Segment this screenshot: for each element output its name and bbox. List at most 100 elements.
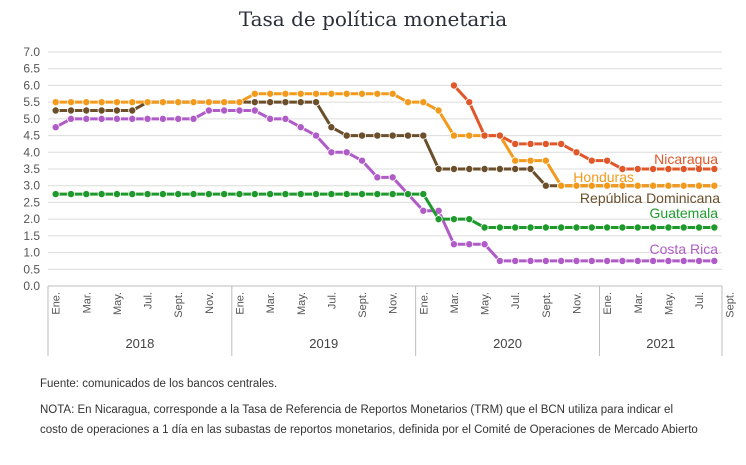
data-point-costa-rica <box>587 256 596 265</box>
data-point-guatemala <box>266 190 275 199</box>
data-point-costa-rica <box>603 256 612 265</box>
data-point-costa-rica <box>419 206 428 215</box>
data-point-guatemala <box>449 215 458 224</box>
series-group <box>51 81 719 265</box>
data-point-guatemala <box>587 223 596 232</box>
data-point-nicaragua <box>541 139 550 148</box>
x-tick-label: Ene. <box>51 292 63 315</box>
data-point-republica-dominicana <box>541 181 550 190</box>
x-tick-label: Mar. <box>265 292 277 313</box>
y-tick-label: 4.0 <box>23 145 40 159</box>
data-point-republica-dominicana <box>465 164 474 173</box>
x-tick-label: Jul. <box>694 292 706 309</box>
x-tick-label: Ene. <box>602 292 614 315</box>
data-point-honduras <box>358 89 367 98</box>
data-point-costa-rica <box>143 114 152 123</box>
y-tick-label: 0.0 <box>23 279 40 293</box>
data-point-guatemala <box>327 190 336 199</box>
data-point-nicaragua <box>449 81 458 90</box>
data-point-republica-dominicana <box>526 164 535 173</box>
data-point-republica-dominicana <box>327 123 336 132</box>
data-point-honduras <box>312 89 321 98</box>
x-tick-label: Mar. <box>81 292 93 313</box>
x-tick-label: Ene. <box>234 292 246 315</box>
data-point-nicaragua <box>495 131 504 140</box>
data-point-republica-dominicana <box>312 98 321 107</box>
data-point-nicaragua <box>557 139 566 148</box>
year-label: 2021 <box>646 336 675 351</box>
data-point-guatemala <box>158 190 167 199</box>
data-point-costa-rica <box>51 123 60 132</box>
data-point-guatemala <box>174 190 183 199</box>
data-point-republica-dominicana <box>128 106 137 115</box>
x-tick-label: Sept. <box>173 292 185 318</box>
year-label: 2019 <box>309 336 338 351</box>
data-point-costa-rica <box>358 156 367 165</box>
year-label: 2020 <box>493 336 522 351</box>
data-point-guatemala <box>603 223 612 232</box>
data-point-guatemala <box>373 190 382 199</box>
data-point-nicaragua <box>480 131 489 140</box>
data-point-republica-dominicana <box>266 98 275 107</box>
data-point-guatemala <box>128 190 137 199</box>
data-point-costa-rica <box>82 114 91 123</box>
data-point-guatemala <box>143 190 152 199</box>
data-point-costa-rica <box>633 256 642 265</box>
data-point-costa-rica <box>112 114 121 123</box>
data-point-costa-rica <box>695 256 704 265</box>
data-point-guatemala <box>82 190 91 199</box>
data-point-honduras <box>434 106 443 115</box>
data-point-republica-dominicana <box>82 106 91 115</box>
y-tick-label: 1.0 <box>23 246 40 260</box>
data-point-costa-rica <box>266 114 275 123</box>
data-point-guatemala <box>312 190 321 199</box>
data-point-honduras <box>649 181 658 190</box>
data-point-guatemala <box>557 223 566 232</box>
data-point-guatemala <box>220 190 229 199</box>
data-point-costa-rica <box>572 256 581 265</box>
data-point-guatemala <box>189 190 198 199</box>
y-tick-label: 0.5 <box>23 262 40 276</box>
data-point-honduras <box>373 89 382 98</box>
data-point-honduras <box>250 89 259 98</box>
data-point-costa-rica <box>312 131 321 140</box>
data-point-honduras <box>618 181 627 190</box>
data-point-guatemala <box>281 190 290 199</box>
data-point-nicaragua <box>526 139 535 148</box>
y-tick-label: 2.5 <box>23 195 40 209</box>
data-point-republica-dominicana <box>358 131 367 140</box>
data-point-republica-dominicana <box>434 164 443 173</box>
data-point-guatemala <box>51 190 60 199</box>
x-tick-label: Sept. <box>725 292 737 318</box>
series-label-honduras: Honduras <box>573 169 634 185</box>
data-point-costa-rica <box>342 148 351 157</box>
data-point-guatemala <box>250 190 259 199</box>
data-point-republica-dominicana <box>342 131 351 140</box>
data-point-republica-dominicana <box>296 98 305 107</box>
data-point-honduras <box>403 98 412 107</box>
data-point-costa-rica <box>557 256 566 265</box>
y-tick-label: 7.0 <box>23 45 40 59</box>
data-point-guatemala <box>235 190 244 199</box>
data-point-costa-rica <box>710 256 719 265</box>
data-point-costa-rica <box>220 106 229 115</box>
data-point-republica-dominicana <box>51 106 60 115</box>
data-point-guatemala <box>66 190 75 199</box>
data-point-honduras <box>710 181 719 190</box>
data-point-nicaragua <box>511 139 520 148</box>
data-point-guatemala <box>664 223 673 232</box>
data-point-republica-dominicana <box>112 106 121 115</box>
data-point-costa-rica <box>679 256 688 265</box>
data-point-honduras <box>587 181 596 190</box>
data-point-guatemala <box>710 223 719 232</box>
data-point-guatemala <box>342 190 351 199</box>
data-point-guatemala <box>679 223 688 232</box>
data-point-guatemala <box>541 223 550 232</box>
data-point-costa-rica <box>373 173 382 182</box>
data-point-guatemala <box>358 190 367 199</box>
x-axis: Ene. Mar. May. Jul. Sept. Nov. Ene. Mar. May. Jul… <box>47 285 737 356</box>
x-tick-label: Sept. <box>357 292 369 318</box>
x-tick-label: Ene. <box>418 292 430 315</box>
data-point-honduras <box>511 156 520 165</box>
data-point-honduras <box>281 89 290 98</box>
